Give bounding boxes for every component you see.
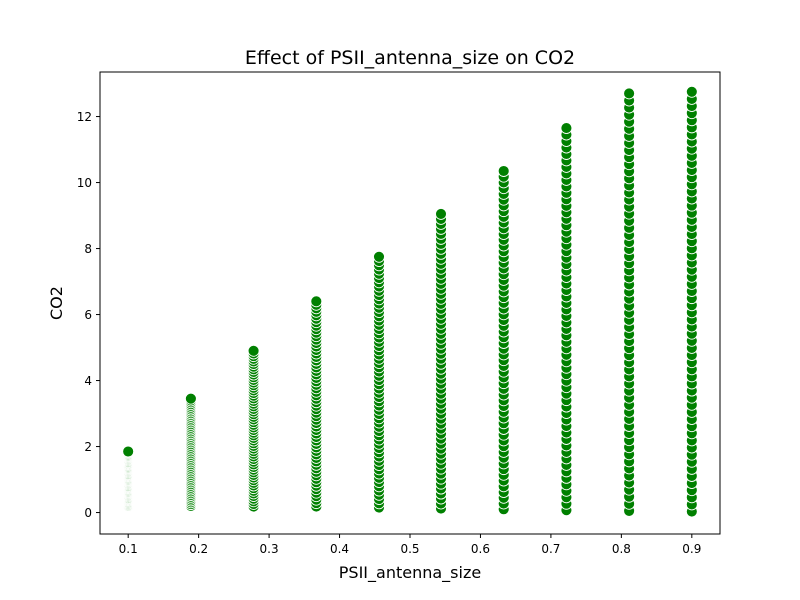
data-point: [685, 85, 698, 98]
points-layer: [122, 85, 698, 518]
data-point: [247, 344, 260, 357]
x-axis-label: PSII_antenna_size: [339, 563, 481, 583]
x-tick-label: 0.2: [189, 542, 208, 556]
y-tick-label: 4: [84, 374, 92, 388]
y-axis-label: CO2: [47, 286, 66, 320]
y-tick-label: 2: [84, 440, 92, 454]
x-tick-label: 0.4: [330, 542, 349, 556]
data-point: [310, 295, 323, 308]
y-tick-label: 10: [77, 176, 92, 190]
x-tick-label: 0.5: [400, 542, 419, 556]
data-point: [497, 165, 510, 177]
chart-title: Effect of PSII_antenna_size on CO2: [245, 47, 575, 69]
x-tick-label: 0.1: [119, 542, 138, 556]
y-tick-label: 8: [84, 242, 92, 256]
x-tick-label: 0.7: [541, 542, 560, 556]
y-axis-ticks: 0 2 4 6 8 10 12: [77, 110, 100, 520]
x-tick-label: 0.3: [260, 542, 279, 556]
x-tick-label: 0.6: [471, 542, 490, 556]
data-point: [623, 87, 636, 100]
data-point: [184, 392, 197, 405]
y-tick-label: 12: [77, 110, 92, 124]
data-point: [122, 445, 135, 458]
y-tick-label: 0: [84, 506, 92, 520]
x-tick-label: 0.9: [682, 542, 701, 556]
data-point: [373, 250, 385, 263]
x-tick-label: 0.8: [612, 542, 631, 556]
data-point: [435, 207, 447, 220]
x-axis-ticks: 0.1 0.2 0.3 0.4 0.5 0.6 0.7 0.8 0.9: [119, 534, 701, 556]
y-tick-label: 6: [84, 308, 92, 322]
data-point: [560, 122, 573, 135]
